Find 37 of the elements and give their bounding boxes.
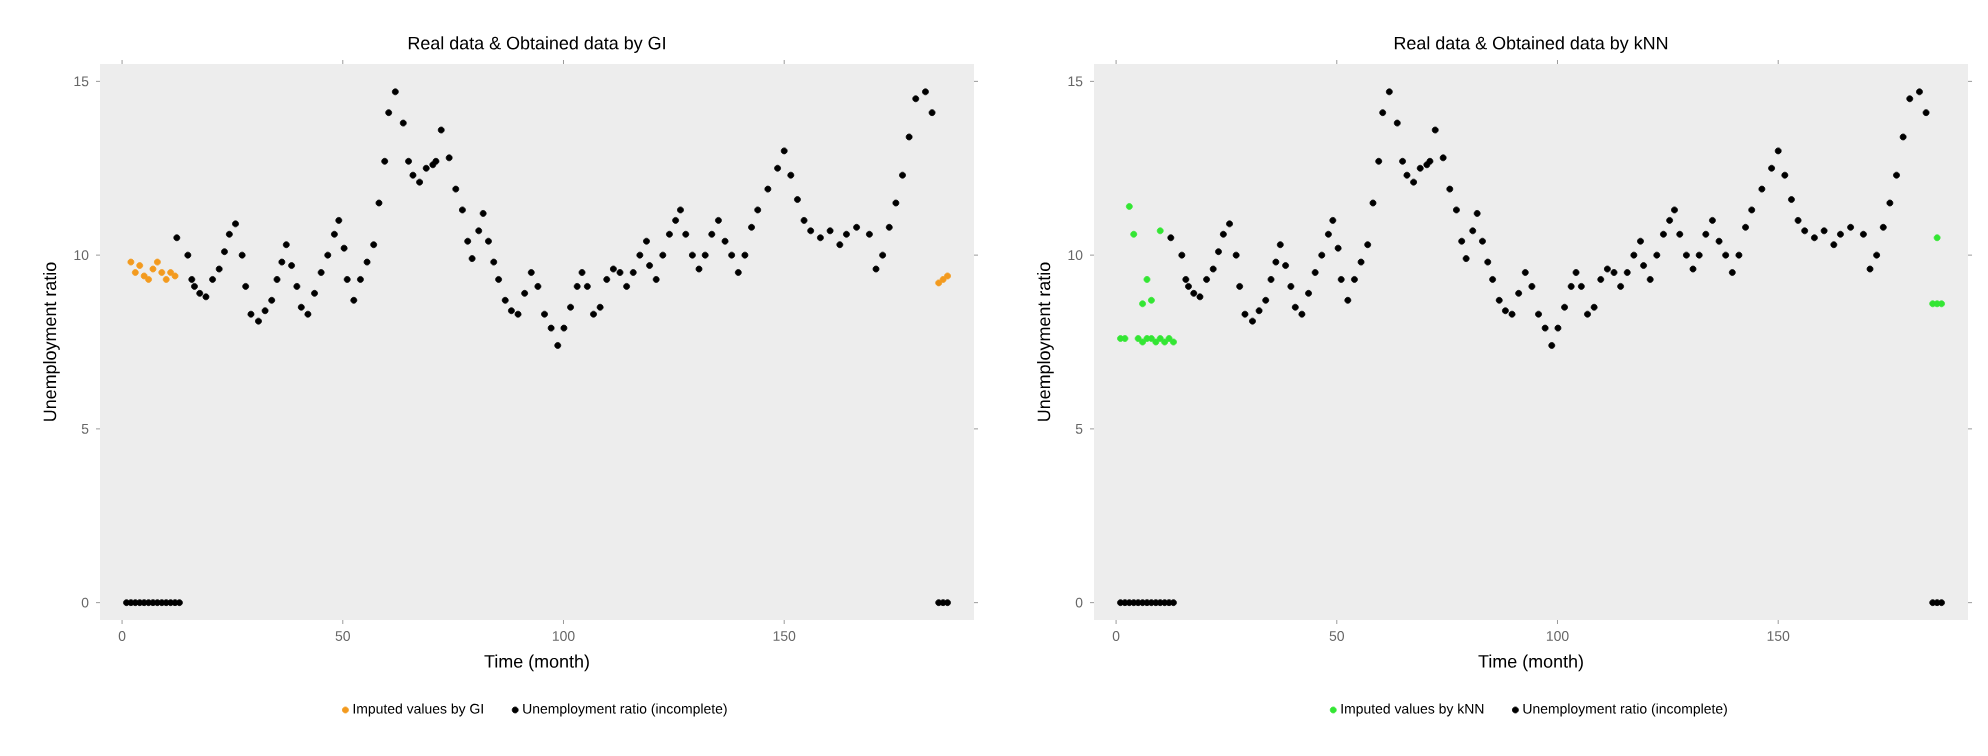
point: [167, 269, 175, 276]
point: [1134, 335, 1142, 342]
point: [1156, 335, 1164, 342]
point: [935, 279, 943, 287]
point: [131, 269, 139, 276]
point: [153, 258, 161, 266]
point: [158, 269, 166, 276]
point: [1139, 300, 1146, 308]
point: [1156, 227, 1164, 235]
point: [1148, 296, 1155, 304]
point: [1148, 335, 1155, 342]
chart-title: Real data & Obtained data by GI: [408, 36, 665, 53]
point: [1165, 335, 1173, 342]
point: [149, 265, 157, 273]
x-axis-title: Time (month): [1478, 654, 1583, 672]
point: [939, 276, 947, 283]
point: [162, 276, 170, 283]
point: [1143, 276, 1151, 283]
point: [1933, 234, 1941, 242]
point: [1125, 203, 1133, 210]
point: [1938, 300, 1945, 308]
x-axis-title: Time (month): [484, 654, 589, 672]
point: [136, 262, 144, 269]
point: [1121, 335, 1129, 342]
point: [1152, 338, 1160, 346]
point: [127, 258, 135, 266]
point: [1130, 230, 1138, 238]
point: [1139, 338, 1146, 346]
chart-title: Real data & Obtained data by kNN: [1394, 36, 1668, 53]
point: [1161, 338, 1169, 346]
point: [1170, 338, 1177, 346]
point: [944, 272, 951, 280]
point: [171, 272, 179, 280]
y-axis-title: Unemployment ratio: [1037, 262, 1054, 421]
point: [145, 276, 152, 283]
y-axis-title: Unemployment ratio: [43, 262, 60, 421]
point: [140, 272, 148, 280]
